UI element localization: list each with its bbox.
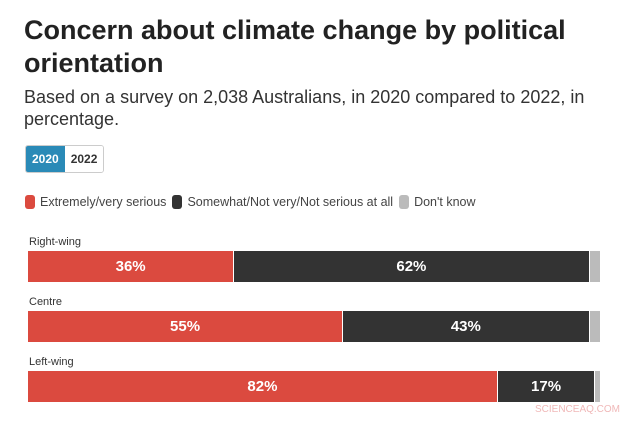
- legend-swatch: [25, 195, 35, 209]
- legend-label: Somewhat/Not very/Not serious at all: [187, 195, 394, 209]
- chart-title: Concern about climate change by politica…: [24, 15, 566, 78]
- data-label: 43%: [450, 318, 481, 335]
- data-label: 55%: [170, 318, 201, 335]
- year-toggle: 2020 2022: [25, 145, 105, 173]
- year-button-2020[interactable]: 2020: [26, 146, 65, 172]
- bar-row: 55% 43%: [28, 311, 601, 342]
- watermark: SCIENCEAQ.COM: [535, 404, 621, 415]
- category-label: Centre: [29, 296, 63, 308]
- year-button-2022[interactable]: 2022: [64, 146, 104, 172]
- bar-segment[interactable]: 55%: [28, 311, 344, 342]
- data-label: 62%: [396, 258, 427, 275]
- bar-segment[interactable]: 43%: [343, 311, 590, 342]
- data-label: 17%: [531, 378, 562, 395]
- bar-segment[interactable]: [595, 371, 601, 402]
- bar-segment[interactable]: [589, 251, 601, 282]
- chart-subtitle: Based on a survey on 2,038 Australians, …: [24, 87, 585, 129]
- legend: Extremely/very serious Somewhat/Not very/…: [25, 195, 479, 209]
- legend-label: Don't know: [414, 195, 476, 209]
- bar-row: 36% 62%: [28, 251, 601, 282]
- data-label: 82%: [247, 378, 278, 395]
- category-label: Left-wing: [29, 356, 74, 368]
- data-label: 36%: [115, 258, 146, 275]
- bar-segment[interactable]: 82%: [28, 371, 498, 402]
- legend-swatch: [172, 195, 183, 209]
- legend-label: Extremely/very serious: [40, 195, 167, 209]
- bar-segment[interactable]: 36%: [28, 251, 235, 282]
- bar-segment[interactable]: 62%: [234, 251, 590, 282]
- bar-segment[interactable]: 17%: [497, 371, 596, 402]
- legend-swatch: [399, 195, 410, 209]
- bar-row: 82% 17%: [28, 371, 601, 402]
- bar-segment[interactable]: [589, 311, 601, 342]
- category-label: Right-wing: [29, 236, 81, 248]
